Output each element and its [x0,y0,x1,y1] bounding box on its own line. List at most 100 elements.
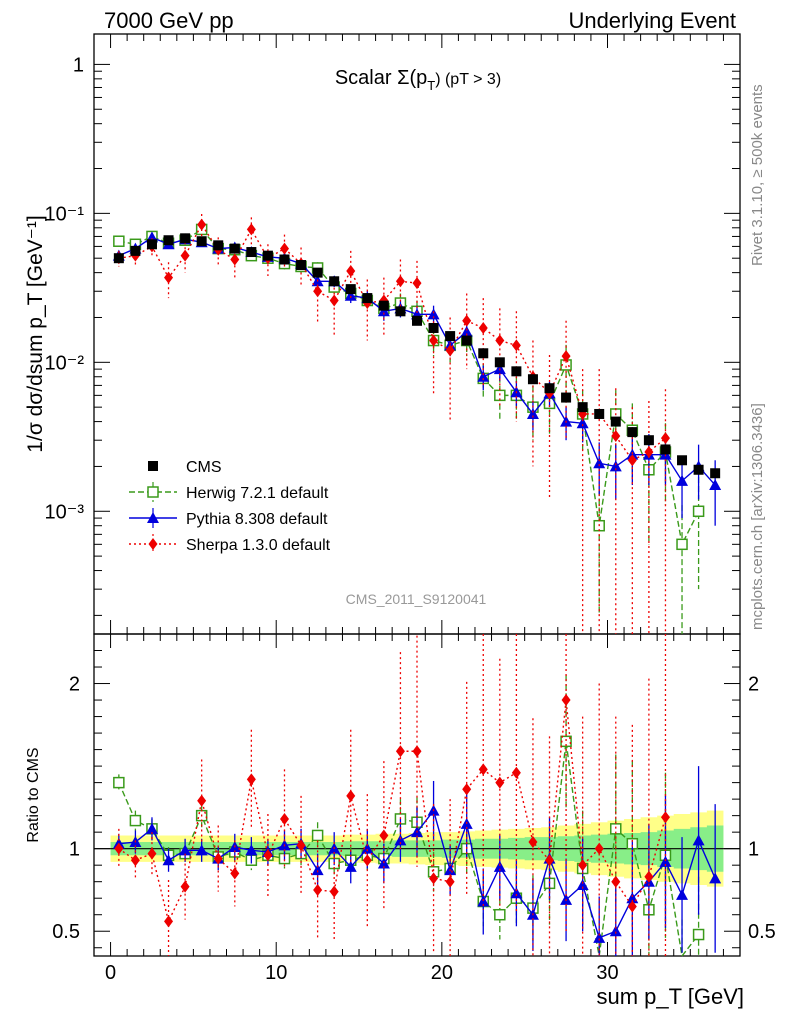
legend-item-herwig: Herwig 7.2.1 default [129,482,329,502]
point-cms [378,300,389,311]
series-sherpa [114,214,670,634]
legend-item-pythia: Pythia 8.308 default [129,508,328,528]
ratio-point-sherpa [230,867,240,880]
ratio-point-pythia [576,878,589,890]
point-cms [660,444,671,455]
ratio-point-herwig [610,823,622,835]
watermark: CMS_2011_S9120041 [346,591,487,607]
ratio-series-sherpa [114,634,670,956]
ratio-point-herwig [311,829,324,842]
point-cms [693,464,704,475]
series-line-sherpa [118,223,666,462]
legend-label-herwig: Herwig 7.2.1 default [186,485,329,502]
ratio-point-sherpa [644,870,654,883]
x-tick-label: 10 [265,962,287,984]
point-sherpa [627,454,637,467]
ratio-point-herwig [129,814,142,827]
ratio-point-pythia [245,844,258,856]
ratio-point-pythia [361,842,374,854]
point-sherpa [660,432,670,445]
ratio-point-pythia [311,864,324,876]
side-label-mcplots: mcplots.cern.ch [arXiv:1306.3436] [749,403,766,630]
ratio-point-sherpa [594,842,604,855]
point-herwig [692,505,705,518]
ratio-point-sherpa [412,745,422,758]
y-tick-label: 10⁻¹ [45,203,85,225]
series-pythia [112,231,722,526]
point-sherpa [395,275,405,288]
ratio-point-sherpa [180,880,190,893]
point-sherpa [511,339,521,352]
main-y-label-text: 1/σ dσ/dsum p_T [GeV⁻¹] [24,215,47,452]
main-title-prefix: Scalar Σ(p [335,67,427,89]
point-sherpa [429,334,439,347]
point-pythia [676,474,689,486]
point-cms [428,322,439,333]
point-sherpa [164,271,174,284]
point-sherpa [445,344,455,357]
ratio-point-sherpa [660,811,670,824]
ratio-point-sherpa [114,842,124,855]
ratio-point-sherpa [478,763,488,776]
ratio-point-sherpa [379,829,389,842]
ratio-point-herwig [113,776,125,789]
point-cms [196,236,207,247]
point-pythia [593,457,606,469]
ratio-y-label-text: Ratio to CMS [25,747,42,842]
point-cms [412,315,422,326]
point-cms [494,357,505,368]
point-cms [445,331,456,342]
legend-label-pythia: Pythia 8.308 default [186,511,328,528]
ratio-point-sherpa [495,776,505,789]
point-sherpa [412,277,422,290]
ratio-point-pythia [195,844,208,856]
x-tick-label: 30 [596,962,618,984]
point-cms [345,284,356,295]
ratio-line-herwig [118,741,700,958]
point-pythia [477,370,490,382]
ratio-point-pythia [510,887,523,899]
ratio-y-tick-label: 1 [69,839,80,861]
ratio-point-sherpa [462,783,472,796]
ratio-point-sherpa [263,849,273,862]
point-herwig [113,235,125,247]
point-cms [312,267,323,278]
point-cms [246,247,257,258]
ratio-point-pythia [179,844,192,856]
point-pythia [609,460,622,472]
ratio-point-pythia [676,888,689,900]
axis-ticks: 0 10 20 30 1 10⁻¹ 10⁻² 10⁻³ 0.5 0.5 1 1 2 2 [45,34,776,984]
point-cms [180,233,191,244]
ratio-point-herwig [560,735,572,748]
point-sherpa [561,350,571,363]
ratio-point-sherpa [528,836,538,849]
series-line-pythia [118,236,716,486]
ratio-point-sherpa [296,839,306,852]
point-sherpa [462,314,472,327]
point-sherpa [611,430,621,443]
ratio-point-pythia [394,834,407,846]
main-y-label: 1/σ dσ/dsum p_T [GeV⁻¹] [24,215,47,452]
point-cms [130,245,141,256]
ratio-point-sherpa [545,854,555,867]
y-tick-label: 10⁻² [45,352,85,374]
ratio-point-pythia [145,822,158,834]
point-pythia [526,407,539,419]
legend-marker-cms [148,461,158,471]
ratio-point-pythia [692,834,705,846]
y-tick-label: 1 [73,54,84,76]
point-cms [577,402,588,413]
ratio-y-tick-label-right: 2 [748,674,759,696]
point-sherpa [644,445,654,458]
ratio-point-sherpa [147,847,157,860]
ratio-y-tick-label: 2 [69,674,80,696]
ratio-point-pythia [659,855,672,867]
ratio-point-sherpa [246,773,256,786]
ratio-point-herwig [494,908,506,921]
header-right: Underlying Event [568,8,736,33]
point-sherpa [329,294,339,307]
point-sherpa [478,321,488,334]
ratio-point-sherpa [395,745,405,758]
point-sherpa [246,223,256,236]
